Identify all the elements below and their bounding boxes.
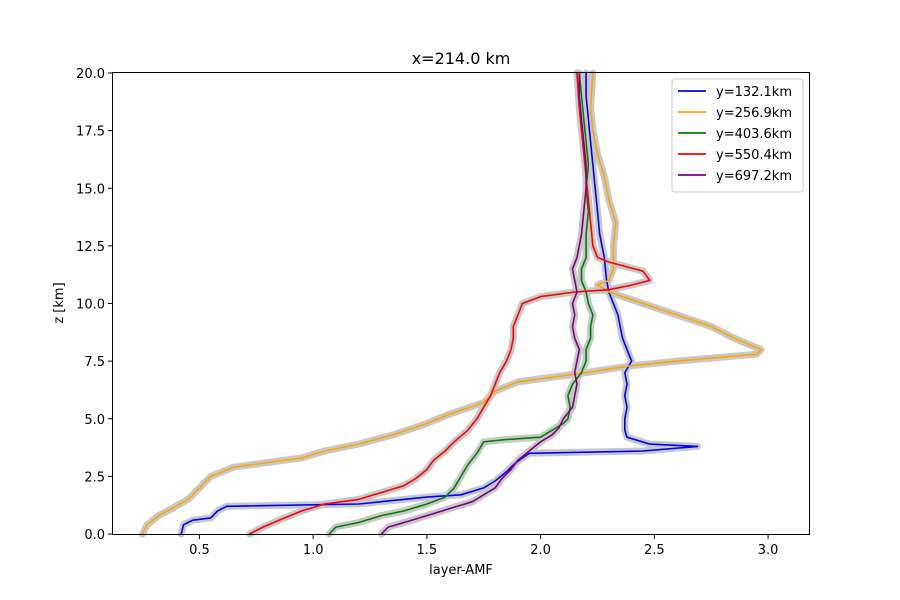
x-tick-label: 0.5 (189, 543, 210, 558)
chart-title: x=214.0 km (412, 49, 511, 68)
series-lines (141, 72, 763, 535)
x-axis-ticks: 0.5 1.0 1.5 2.0 2.5 3.0 (189, 534, 778, 558)
y-tick-label: 0.0 (84, 528, 105, 543)
y-tick-label: 20.0 (76, 67, 105, 82)
x-axis-label: layer-AMF (429, 563, 493, 578)
series-line-1 (180, 73, 699, 535)
series-line-4 (249, 72, 651, 535)
y-axis-ticks: 0.0 2.5 5.0 7.5 10.0 12.5 15.0 17.5 20.0 (76, 67, 113, 543)
y-tick-label: 12.5 (76, 240, 105, 255)
y-tick-label: 5.0 (84, 413, 105, 428)
legend-label: y=256.9km (716, 106, 792, 121)
y-tick-label: 2.5 (84, 470, 105, 485)
x-tick-label: 3.0 (758, 543, 779, 558)
y-tick-label: 10.0 (76, 298, 105, 313)
x-tick-label: 1.0 (303, 543, 324, 558)
y-tick-label: 17.5 (76, 125, 105, 140)
uncertainty-bands (139, 69, 765, 538)
legend-label: y=697.2km (716, 169, 792, 184)
legend-label: y=132.1km (716, 85, 792, 100)
x-tick-label: 1.5 (417, 543, 438, 558)
uncertainty-band-3 (325, 69, 597, 538)
legend-label: y=403.6km (716, 127, 792, 142)
series-line-3 (328, 72, 594, 535)
x-tick-label: 2.0 (530, 543, 551, 558)
series-line-2 (141, 72, 763, 535)
legend-label: y=550.4km (716, 148, 792, 163)
y-tick-label: 15.0 (76, 182, 105, 197)
legend: y=132.1km y=256.9km y=403.6km y=550.4km y=69… (671, 78, 804, 193)
series-line-5 (380, 73, 587, 535)
x-tick-label: 2.5 (644, 543, 665, 558)
y-tick-label: 7.5 (84, 355, 105, 370)
y-axis-label: z [km] (52, 282, 67, 323)
uncertainty-band-2 (139, 69, 765, 538)
legend-box (671, 78, 804, 193)
uncertainty-band-5 (377, 69, 590, 538)
